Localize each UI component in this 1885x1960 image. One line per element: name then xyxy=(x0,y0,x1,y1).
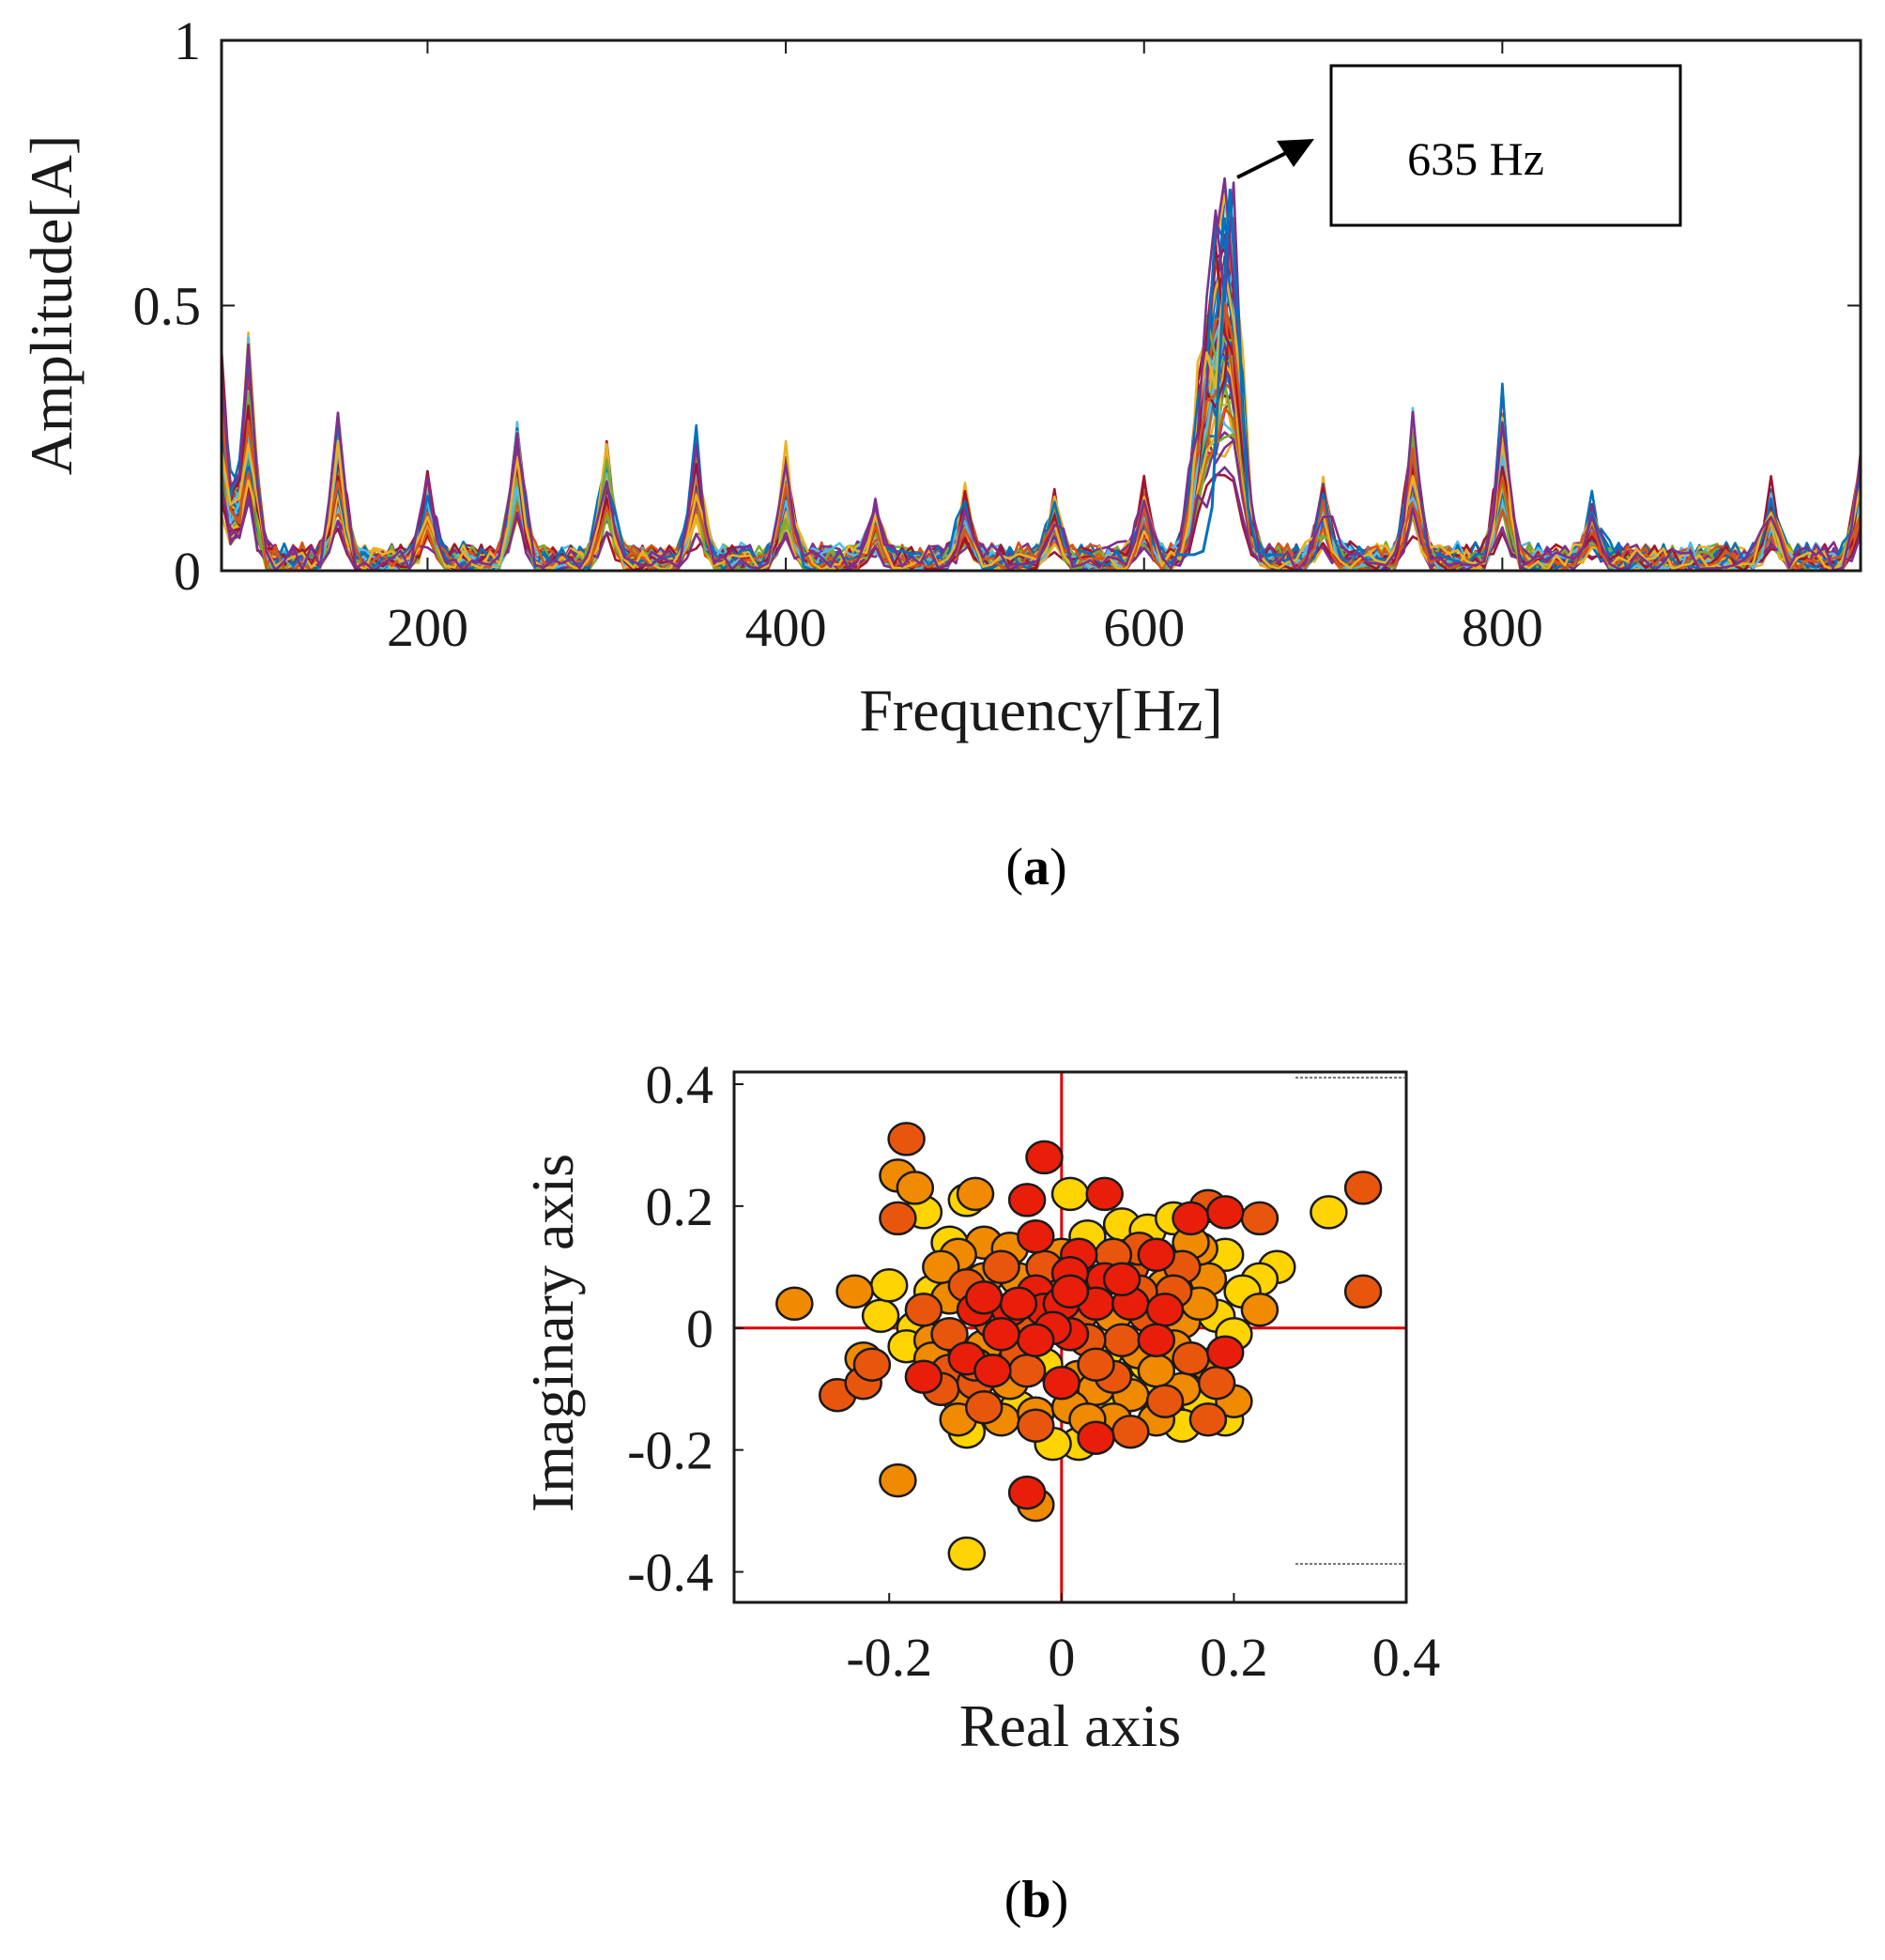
panel-label-a-close: ) xyxy=(1050,838,1067,896)
x-tick-label-a: 600 xyxy=(1103,597,1185,658)
scatter-point xyxy=(1205,1335,1245,1370)
scatter-point xyxy=(861,1298,900,1334)
scatter-point xyxy=(1102,1262,1142,1297)
scatter-point xyxy=(1077,1420,1115,1455)
scatter-point xyxy=(1050,1274,1090,1309)
scatter-point xyxy=(982,1317,1020,1352)
y-tick-label-b: 0.4 xyxy=(646,1054,714,1115)
annotation-arrow-line xyxy=(1236,150,1289,179)
scatter-point xyxy=(1007,1353,1047,1388)
scatter-point xyxy=(1017,1219,1055,1254)
scatter-point xyxy=(869,1268,909,1303)
scatter-point xyxy=(999,1286,1038,1322)
scatter-point xyxy=(1050,1176,1090,1212)
scatter-point xyxy=(1085,1176,1124,1212)
scatter-point xyxy=(1197,1365,1236,1401)
ticks-b: -0.2 0 0.2 0.4 0.4 0.2 0 -0.2 -0.4 xyxy=(627,1054,1440,1688)
scatter-point xyxy=(1172,1201,1210,1236)
y-tick-label-b: -0.2 xyxy=(627,1420,713,1481)
y-tick-label-a: 1 xyxy=(174,10,201,71)
scatter-point xyxy=(1343,1171,1383,1205)
y-tick-label-a: 0.5 xyxy=(133,276,202,337)
panel-label-a: (a) xyxy=(1005,838,1066,896)
x-tick-label-a: 800 xyxy=(1462,597,1543,658)
scatter-point xyxy=(964,1389,1004,1425)
scatter-point xyxy=(973,1353,1012,1388)
line-chart-panel-a: 200 400 600 800 0 0.5 1 Frequency[Hz] Amplitud… xyxy=(18,10,1862,896)
scatter-point xyxy=(852,1347,892,1382)
panel-label-b-letter: b xyxy=(1021,1871,1050,1929)
scatter-point xyxy=(1172,1340,1210,1376)
scatter-point xyxy=(1025,1140,1064,1175)
axes-frame-b xyxy=(732,1070,1408,1604)
panel-label-b: (b) xyxy=(1004,1871,1068,1929)
x-tick-label-a: 200 xyxy=(387,597,468,658)
scatter-point xyxy=(1102,1323,1142,1357)
y-tick-label-b: -0.4 xyxy=(627,1542,713,1603)
panel-label-b-close: ) xyxy=(1051,1871,1069,1929)
ticks-a: 200 400 600 800 0 0.5 1 xyxy=(133,10,1861,658)
panel-label-b-open: ( xyxy=(1004,1871,1022,1929)
scatter-point xyxy=(947,1536,987,1571)
scatter-point xyxy=(904,1293,943,1327)
y-tick-label-b: 0 xyxy=(686,1298,713,1359)
scatter-point xyxy=(964,1280,1004,1315)
scatter-point xyxy=(1240,1293,1280,1327)
scatter-point xyxy=(1017,1408,1055,1443)
series-group-a xyxy=(220,176,1862,573)
scatter-point xyxy=(896,1171,935,1205)
annotation-arrow-head xyxy=(1277,139,1314,167)
scatter-point xyxy=(956,1176,995,1212)
annotation-box xyxy=(1329,64,1682,227)
scatter-point xyxy=(835,1274,874,1309)
scatter-point xyxy=(1077,1347,1115,1382)
scatter-point xyxy=(1310,1195,1348,1230)
scatter-point xyxy=(887,1122,926,1156)
scatter-point xyxy=(904,1359,943,1394)
peak-series-line xyxy=(1176,189,1284,557)
scatter-point xyxy=(879,1201,917,1236)
scatter-point xyxy=(1137,1353,1176,1388)
scatter-point xyxy=(930,1317,969,1352)
scatter-point xyxy=(1017,1323,1055,1357)
scatter-point xyxy=(1188,1401,1228,1437)
scatter-point xyxy=(1137,1237,1176,1273)
x-axis-label-b: Real axis xyxy=(959,1692,1181,1759)
scatter-point xyxy=(1007,1475,1047,1510)
scatter-point xyxy=(1042,1365,1081,1401)
scatter-point xyxy=(1343,1274,1383,1309)
y-axis-label-a: Amplitude[A] xyxy=(18,135,84,476)
x-tick-label-b: 0.4 xyxy=(1372,1627,1441,1688)
scatter-point xyxy=(1205,1195,1245,1230)
scatter-chart-panel-b: -0.2 0 0.2 0.4 0.4 0.2 0 -0.2 -0.4 Real axis Ima… xyxy=(519,1054,1440,1929)
series-line xyxy=(220,181,1862,573)
scatter-point xyxy=(922,1249,960,1285)
panel-label-a-letter: a xyxy=(1023,838,1050,896)
scatter-point xyxy=(1240,1201,1280,1236)
x-tick-label-a: 400 xyxy=(745,597,827,658)
scatter-point xyxy=(1111,1414,1150,1449)
scatter-point xyxy=(1137,1323,1176,1357)
scatter-point xyxy=(1145,1293,1185,1327)
scatter-point xyxy=(775,1286,814,1322)
points-group-b xyxy=(775,1122,1383,1571)
x-tick-label-b: -0.2 xyxy=(846,1627,932,1688)
annotation-text: 635 Hz xyxy=(1407,132,1544,185)
y-tick-label-b: 0.2 xyxy=(646,1176,714,1237)
x-tick-label-b: 0 xyxy=(1048,1627,1075,1688)
y-axis-label-b: Imaginary axis xyxy=(519,1154,586,1512)
x-tick-label-b: 0.2 xyxy=(1200,1627,1268,1688)
scatter-point xyxy=(1145,1384,1185,1418)
x-axis-label-a: Frequency[Hz] xyxy=(859,677,1222,743)
scatter-point xyxy=(879,1462,917,1498)
panel-label-a-open: ( xyxy=(1005,838,1023,896)
scatter-point xyxy=(1007,1183,1047,1217)
y-tick-label-a: 0 xyxy=(174,541,201,602)
scatter-point xyxy=(982,1249,1020,1285)
